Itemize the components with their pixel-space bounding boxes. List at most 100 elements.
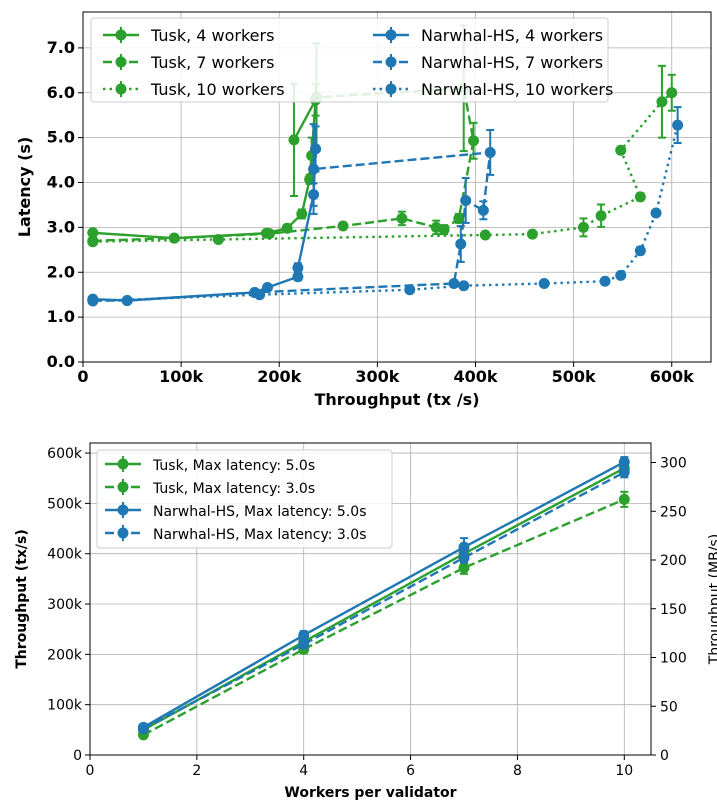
y-tick-label: 4.0: [47, 173, 75, 192]
legend-item: Narwhal-HS, Max latency: 5.0s: [105, 502, 367, 520]
data-point: [615, 144, 627, 156]
data-point: [618, 466, 630, 478]
legend-item: Tusk, 4 workers: [103, 26, 274, 45]
data-point: [468, 135, 480, 147]
series-line: [92, 98, 317, 240]
y-tick-label: 300k: [47, 597, 83, 613]
data-point: [438, 224, 450, 236]
series-3: [87, 64, 678, 248]
x-axis-label: Throughput (tx /s): [314, 390, 479, 409]
data-point: [87, 295, 99, 307]
data-point: [538, 277, 550, 289]
y-tick-label: 400k: [47, 547, 83, 563]
legend-label: Tusk, 4 workers: [150, 26, 274, 45]
data-point: [650, 207, 662, 219]
data-point: [87, 236, 99, 248]
data-point: [460, 194, 472, 206]
legend-frame: [96, 449, 393, 549]
x-tick-label: 0: [86, 763, 95, 779]
legend-swatch-marker: [385, 29, 397, 41]
series-1: [87, 82, 322, 244]
data-point: [477, 204, 489, 216]
plot-frame: [82, 11, 712, 363]
data-point: [634, 191, 646, 203]
data-point: [87, 227, 99, 239]
series-4: [137, 466, 630, 735]
data-point: [308, 163, 320, 175]
y-tick-label: 6.0: [47, 83, 75, 102]
legend-swatch-marker: [115, 83, 127, 95]
legend-item: Tusk, Max latency: 5.0s: [105, 456, 315, 474]
legend-item: Narwhal-HS, 10 workers: [373, 80, 613, 99]
data-point: [292, 271, 304, 283]
data-point: [666, 87, 678, 99]
data-point: [484, 146, 496, 158]
y-right-tick-label: 150: [660, 602, 687, 618]
y-right-tick-label: 50: [660, 699, 678, 715]
x-tick-label: 300k: [355, 367, 399, 386]
series-5: [87, 123, 496, 307]
legend-item: Tusk, 10 workers: [103, 80, 285, 99]
series-6: [87, 106, 684, 307]
data-point: [168, 232, 180, 244]
x-axis-label: Workers per validator: [284, 785, 456, 801]
y-right-tick-label: 0: [660, 748, 669, 764]
data-point: [298, 629, 310, 641]
legend-item: Narwhal-HS, 7 workers: [373, 53, 603, 72]
y-right-tick-label: 250: [660, 504, 687, 520]
data-point: [615, 269, 627, 281]
x-tick-label: 4: [299, 763, 308, 779]
data-point: [479, 229, 491, 241]
data-point: [458, 541, 470, 553]
data-point: [455, 238, 467, 250]
data-point: [526, 228, 538, 240]
legend-item: Narwhal-HS, 4 workers: [373, 26, 603, 45]
data-point: [137, 723, 149, 735]
legend-label: Tusk, 10 workers: [150, 80, 285, 99]
legend-label: Tusk, Max latency: 5.0s: [152, 458, 315, 474]
data-point: [310, 143, 322, 155]
data-point: [618, 493, 630, 505]
y-tick-label: 0: [73, 748, 82, 764]
y-tick-label: 600k: [47, 446, 83, 462]
y-right-tick-label: 300: [660, 456, 687, 472]
data-point: [304, 173, 316, 185]
legend-label: Narwhal-HS, Max latency: 5.0s: [153, 504, 367, 520]
legend-label: Tusk, 7 workers: [150, 53, 274, 72]
data-point: [672, 119, 684, 131]
legend-item: Narwhal-HS, Max latency: 3.0s: [105, 525, 367, 543]
data-point: [404, 284, 416, 296]
y-axis-label: Latency (s): [15, 137, 34, 238]
data-point: [396, 212, 408, 224]
data-point: [453, 212, 465, 224]
x-tick-label: 500k: [552, 367, 596, 386]
data-point: [288, 134, 300, 146]
y-tick-label: 200k: [47, 647, 83, 663]
legend-label: Tusk, Max latency: 3.0s: [152, 481, 315, 497]
data-point: [458, 562, 470, 574]
x-tick-label: 100k: [159, 367, 203, 386]
legend: Tusk, 4 workers Tusk, 7 workers Tusk, 10 w…: [90, 17, 613, 103]
legend-label: Narwhal-HS, 7 workers: [421, 53, 603, 72]
y-right-tick-label: 200: [660, 553, 687, 569]
y-tick-label: 0.0: [47, 352, 75, 371]
data-point: [634, 245, 646, 257]
latency-throughput-chart: 0 100k 200k 300k 400k 500k 600k 0.0 1.0 2.0 3.0 4.0…: [15, 11, 712, 409]
data-point: [261, 282, 273, 294]
y-right-axis-label: Throughput (MB/s): [707, 534, 717, 665]
legend-label: Narwhal-HS, 4 workers: [421, 26, 603, 45]
x-tick-label: 600k: [650, 367, 694, 386]
series-line: [142, 498, 625, 736]
data-point: [458, 280, 470, 292]
y-axis-label: Throughput (tx/s): [14, 529, 30, 669]
data-point: [292, 262, 304, 274]
y-tick-label: 1.0: [47, 307, 75, 326]
series-4: [87, 125, 322, 307]
legend-frame: [90, 17, 609, 103]
legend-swatch-marker: [117, 481, 129, 493]
data-point: [263, 228, 275, 240]
legend-label: Narwhal-HS, 10 workers: [421, 80, 613, 99]
data-point: [599, 275, 611, 287]
data-point: [298, 638, 310, 650]
